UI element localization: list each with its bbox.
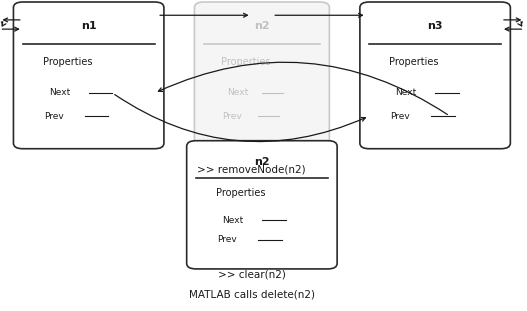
Text: Prev: Prev [391,112,410,121]
Text: Prev: Prev [217,235,237,244]
Text: Next: Next [227,89,248,97]
Text: Next: Next [222,216,243,225]
Text: Next: Next [396,89,417,97]
Text: Prev: Prev [222,112,242,121]
Text: Properties: Properties [43,57,92,67]
FancyBboxPatch shape [14,2,164,149]
Text: Properties: Properties [389,57,438,67]
Text: n1: n1 [81,21,96,31]
Text: >> clear(n2): >> clear(n2) [218,269,286,279]
FancyBboxPatch shape [360,2,510,149]
Text: n3: n3 [427,21,443,31]
Text: n2: n2 [254,157,270,167]
Text: MATLAB calls delete(n2): MATLAB calls delete(n2) [189,290,315,300]
Text: Properties: Properties [221,57,271,67]
FancyBboxPatch shape [187,141,337,269]
Text: Prev: Prev [44,112,64,121]
Text: >> removeNode(n2): >> removeNode(n2) [197,165,306,174]
Text: n2: n2 [254,21,270,31]
Text: Next: Next [49,89,71,97]
FancyBboxPatch shape [194,2,329,149]
Text: Properties: Properties [216,188,265,198]
